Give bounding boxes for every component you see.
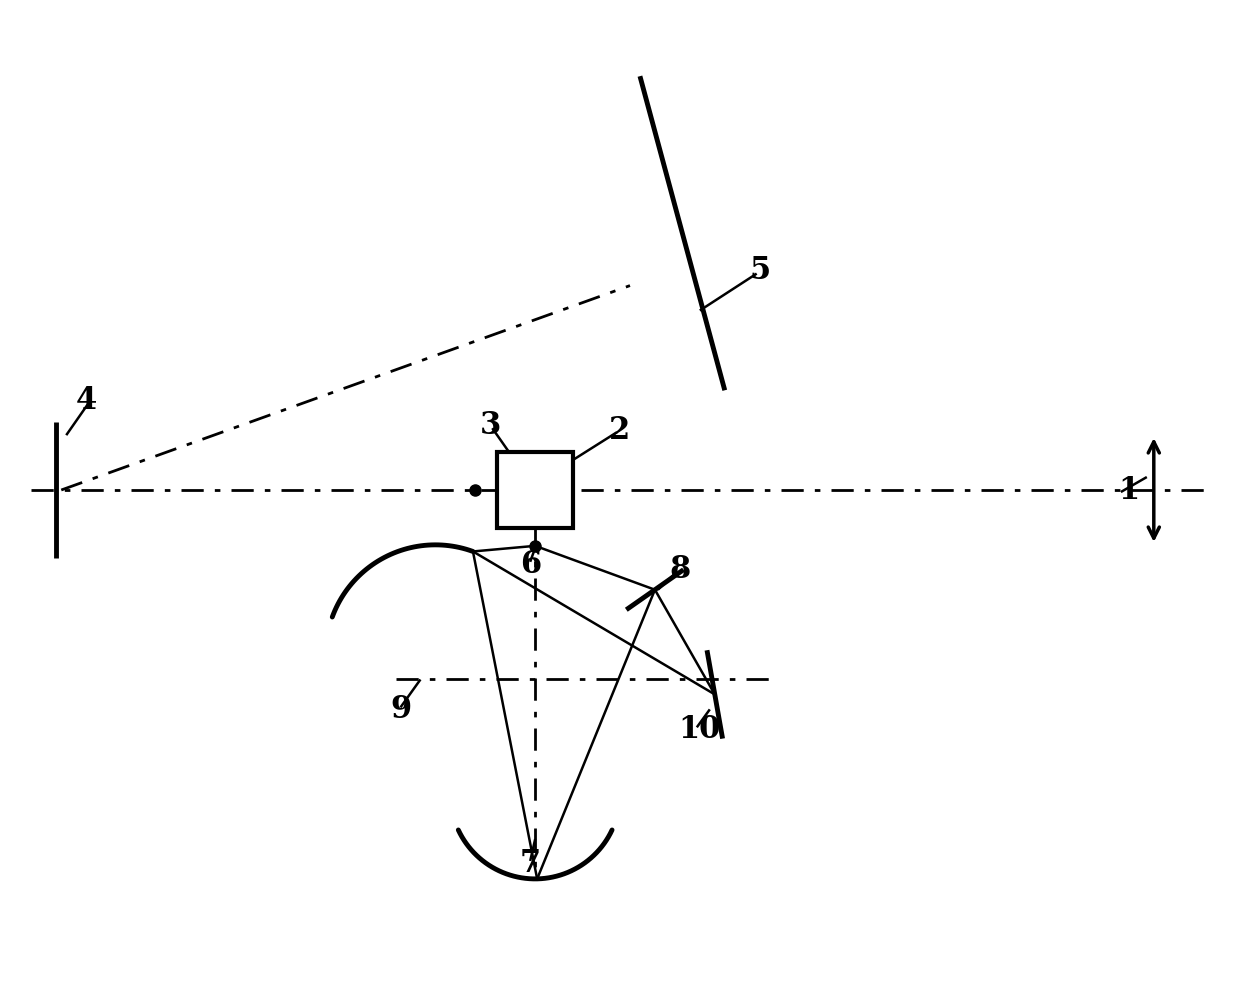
Text: 10: 10 <box>678 714 720 745</box>
Text: 3: 3 <box>480 410 501 440</box>
Text: 1: 1 <box>1118 475 1140 505</box>
Text: 2: 2 <box>609 415 631 445</box>
Bar <box>497 452 573 528</box>
Text: 6: 6 <box>520 549 541 581</box>
Text: 9: 9 <box>389 694 410 725</box>
Text: 5: 5 <box>749 255 770 286</box>
Text: 8: 8 <box>670 554 691 586</box>
Text: 4: 4 <box>76 385 97 416</box>
Text: 7: 7 <box>520 849 541 879</box>
